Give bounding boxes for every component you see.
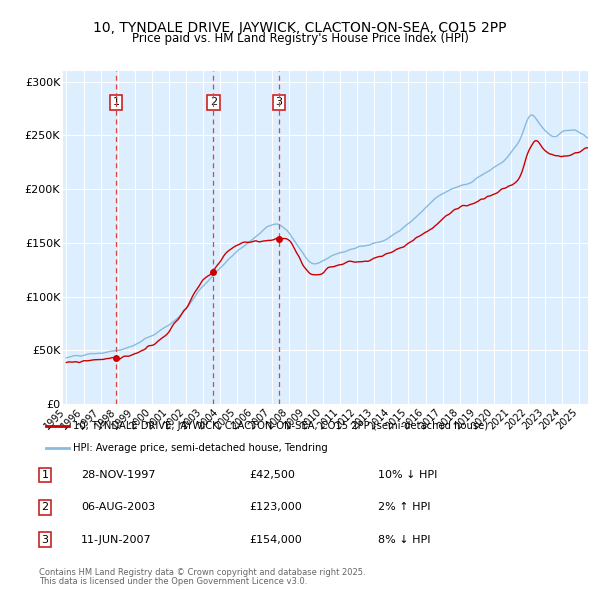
Text: 3: 3 — [41, 535, 49, 545]
Text: 10, TYNDALE DRIVE, JAYWICK, CLACTON-ON-SEA, CO15 2PP: 10, TYNDALE DRIVE, JAYWICK, CLACTON-ON-S… — [93, 21, 507, 35]
Text: This data is licensed under the Open Government Licence v3.0.: This data is licensed under the Open Gov… — [39, 577, 307, 586]
Text: 2: 2 — [41, 503, 49, 512]
Text: 11-JUN-2007: 11-JUN-2007 — [81, 535, 152, 545]
Text: Price paid vs. HM Land Registry's House Price Index (HPI): Price paid vs. HM Land Registry's House … — [131, 32, 469, 45]
Text: 10, TYNDALE DRIVE, JAYWICK, CLACTON-ON-SEA, CO15 2PP (semi-detached house): 10, TYNDALE DRIVE, JAYWICK, CLACTON-ON-S… — [73, 421, 488, 431]
Text: Contains HM Land Registry data © Crown copyright and database right 2025.: Contains HM Land Registry data © Crown c… — [39, 568, 365, 576]
Text: HPI: Average price, semi-detached house, Tendring: HPI: Average price, semi-detached house,… — [73, 442, 328, 453]
Text: 10% ↓ HPI: 10% ↓ HPI — [378, 470, 437, 480]
Text: 1: 1 — [41, 470, 49, 480]
Text: 8% ↓ HPI: 8% ↓ HPI — [378, 535, 431, 545]
Text: 1: 1 — [113, 97, 119, 107]
Text: 06-AUG-2003: 06-AUG-2003 — [81, 503, 155, 512]
Text: £42,500: £42,500 — [249, 470, 295, 480]
Text: 2: 2 — [210, 97, 217, 107]
Text: £123,000: £123,000 — [249, 503, 302, 512]
Text: 2% ↑ HPI: 2% ↑ HPI — [378, 503, 431, 512]
Text: 3: 3 — [275, 97, 283, 107]
Text: 28-NOV-1997: 28-NOV-1997 — [81, 470, 155, 480]
Text: £154,000: £154,000 — [249, 535, 302, 545]
